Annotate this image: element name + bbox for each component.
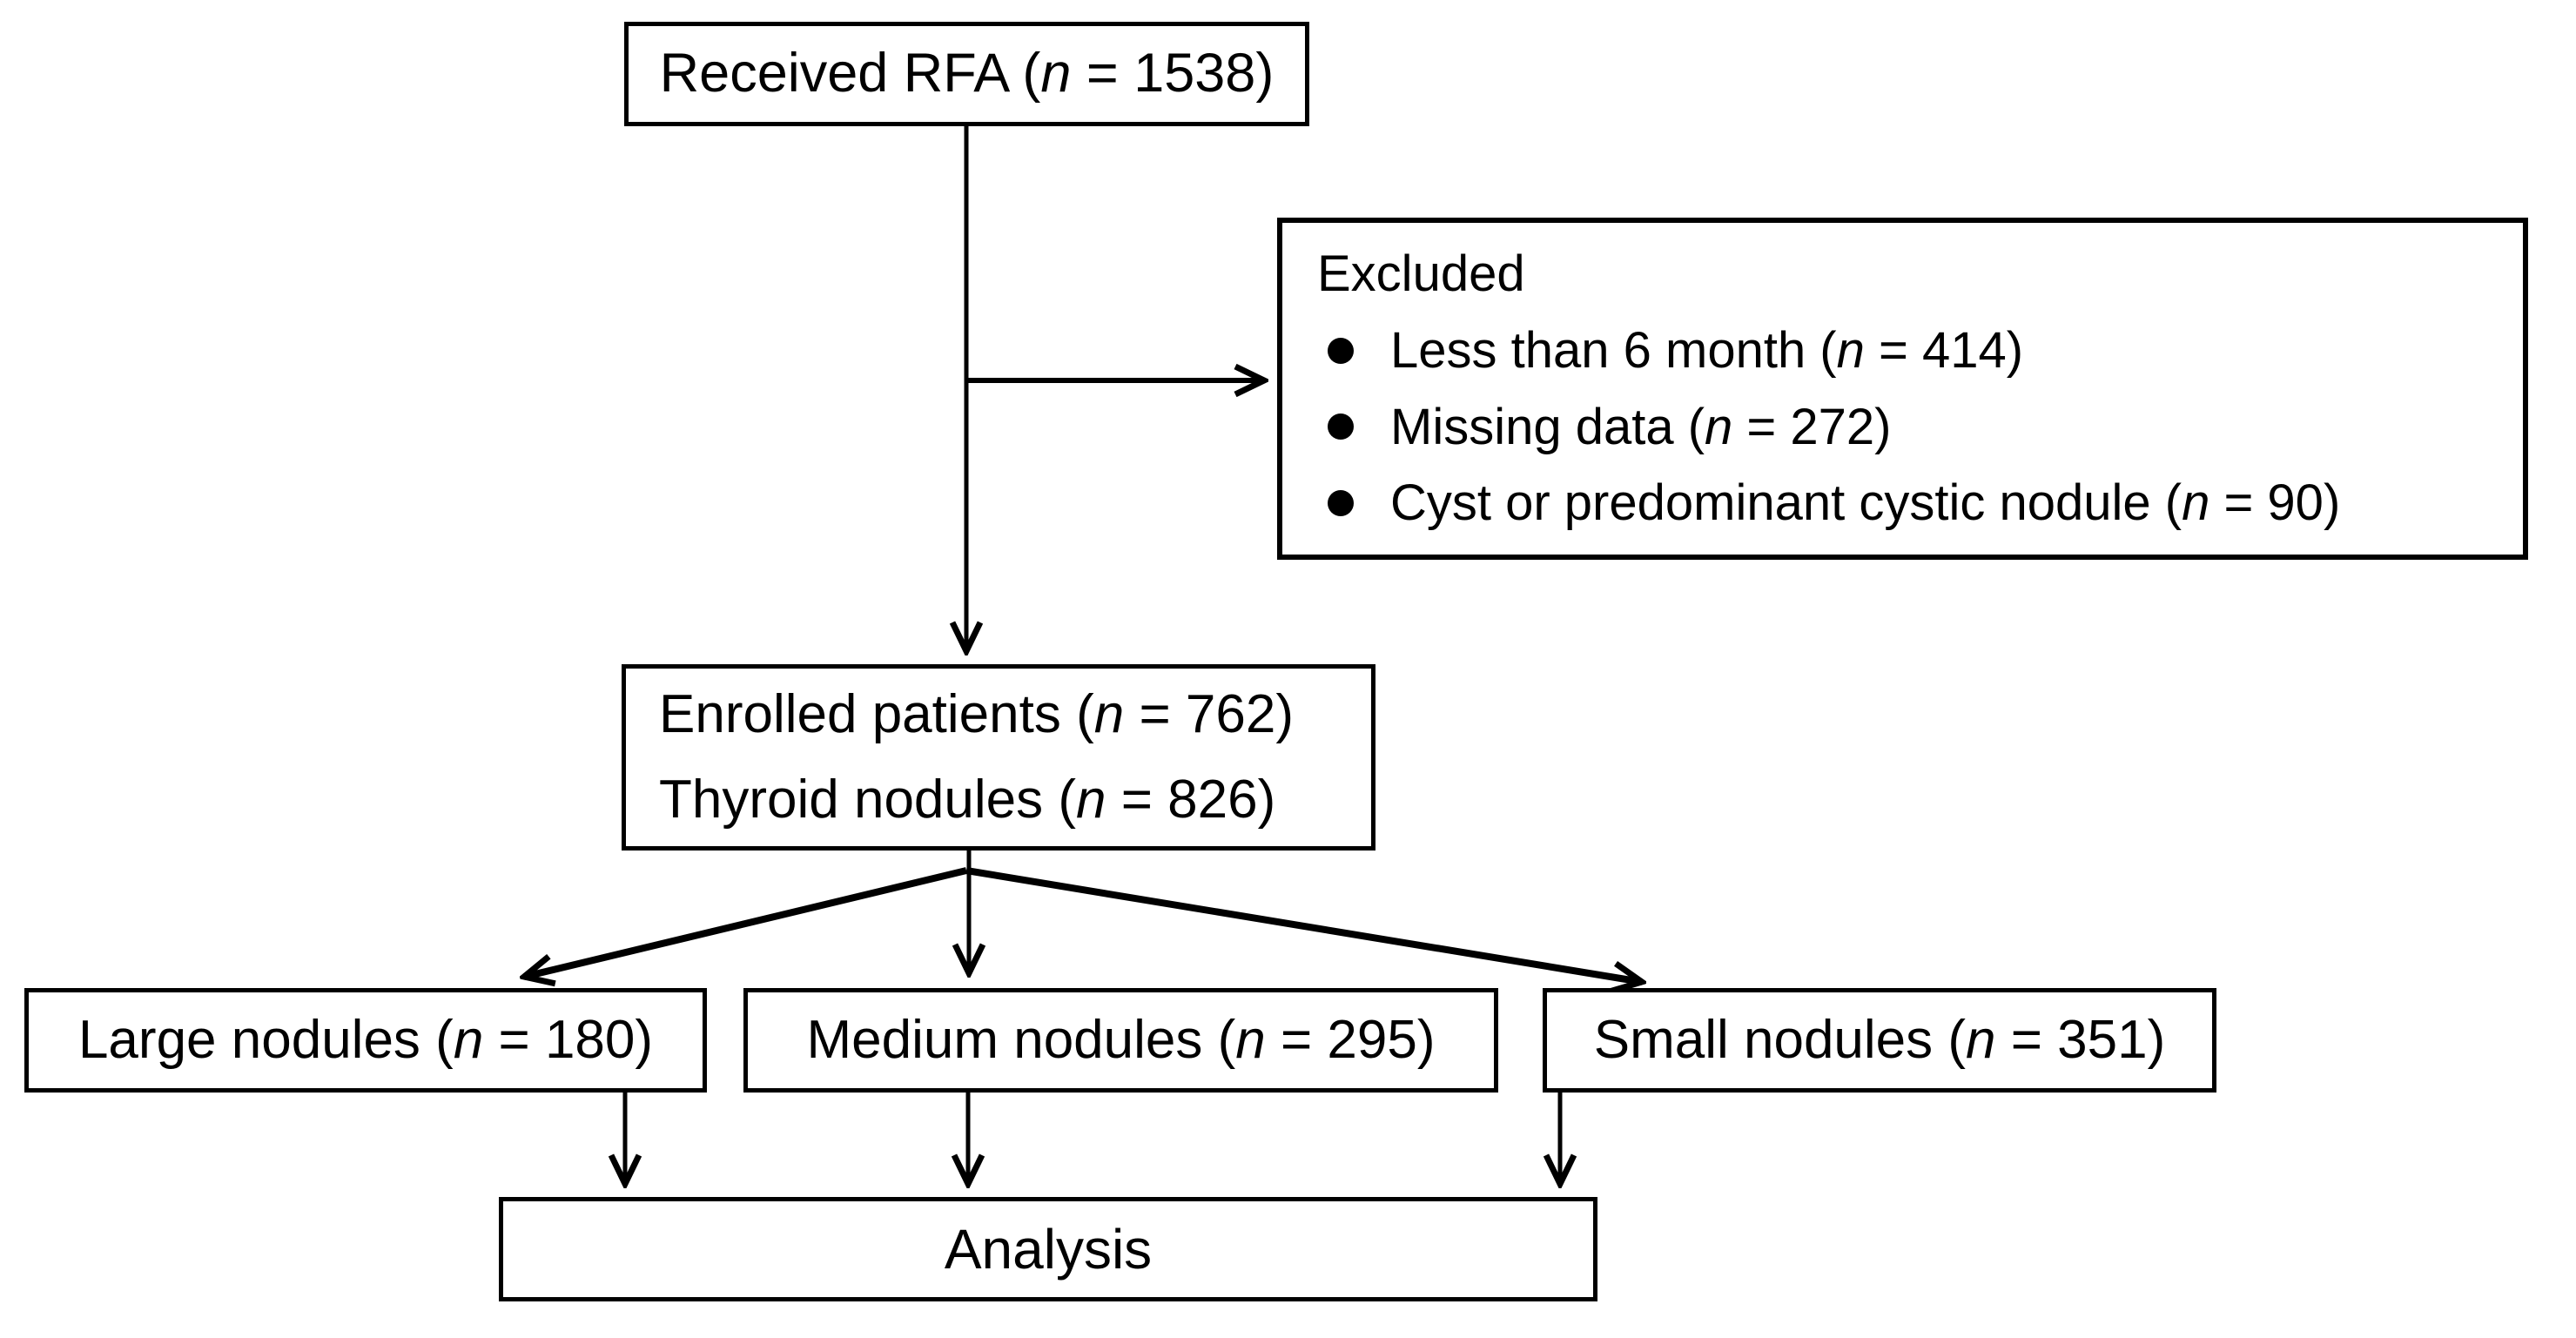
analysis-box: Analysis (499, 1197, 1597, 1301)
excluded-item-label: Less than 6 month (n = 414) (1390, 321, 2024, 379)
received-rfa-label: Received RFA (n = 1538) (659, 43, 1275, 104)
excluded-item-label: Missing data (n = 272) (1390, 398, 1892, 455)
excluded-box: Excluded Less than 6 month (n = 414) Mis… (1277, 218, 2528, 560)
large-nodules-box: Large nodules (n = 180) (24, 988, 707, 1093)
enrolled-box: Enrolled patients (n = 762) Thyroid nodu… (622, 664, 1375, 851)
medium-nodules-label: Medium nodules (n = 295) (806, 1009, 1436, 1070)
bullet-icon (1328, 337, 1354, 364)
excluded-item: Less than 6 month (n = 414) (1282, 320, 2509, 381)
bullet-icon (1328, 490, 1354, 517)
connector-enrolled-to-small (965, 867, 1642, 982)
small-nodules-label: Small nodules (n = 351) (1593, 1009, 2166, 1070)
excluded-item: Missing data (n = 272) (1282, 397, 2509, 458)
enrolled-patients-label: Enrolled patients (n = 762) (659, 683, 1294, 744)
connector-enrolled-to-large (524, 867, 967, 977)
bullet-icon (1328, 414, 1354, 440)
medium-nodules-box: Medium nodules (n = 295) (743, 988, 1498, 1093)
excluded-item-label: Cyst or predominant cystic nodule (n = 9… (1390, 474, 2341, 532)
thyroid-nodules-label: Thyroid nodules (n = 826) (659, 770, 1276, 830)
small-nodules-box: Small nodules (n = 351) (1543, 988, 2216, 1093)
analysis-label: Analysis (944, 1217, 1153, 1281)
large-nodules-label: Large nodules (n = 180) (77, 1009, 654, 1070)
excluded-item: Cyst or predominant cystic nodule (n = 9… (1282, 473, 2509, 534)
excluded-title: Excluded (1317, 245, 1525, 303)
received-rfa-box: Received RFA (n = 1538) (624, 22, 1309, 126)
